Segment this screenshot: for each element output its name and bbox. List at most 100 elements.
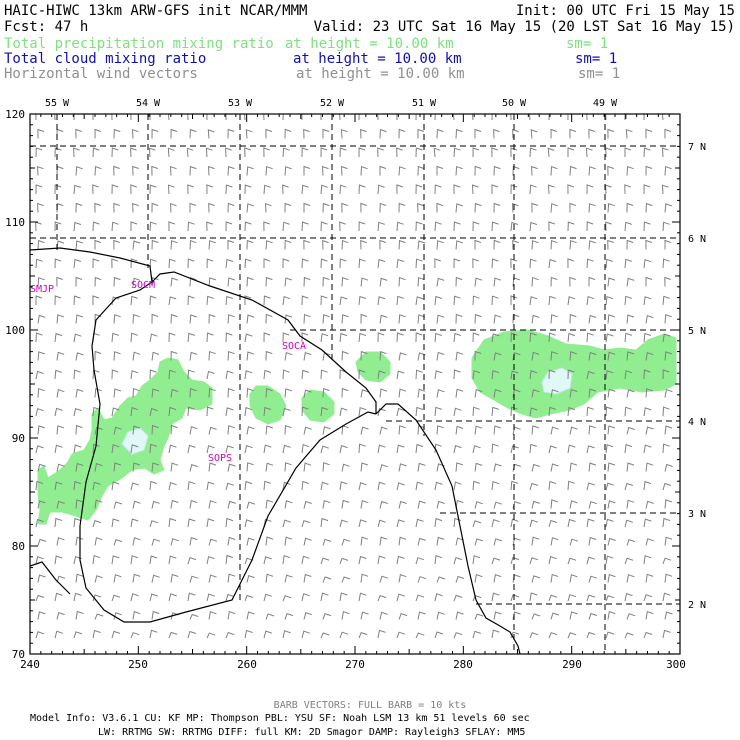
- wind-barb: [434, 221, 442, 232]
- wind-barb: [455, 128, 463, 139]
- wind-barb: [186, 147, 194, 158]
- wind-barb: [377, 296, 386, 306]
- wind-barb: [624, 258, 632, 269]
- wind-barb: [227, 239, 235, 250]
- wind-barb: [434, 258, 441, 269]
- wind-barb: [56, 537, 65, 546]
- wind-barb: [54, 221, 62, 232]
- wind-barb: [282, 595, 292, 602]
- wind-barb: [130, 332, 138, 343]
- header-valid: Valid: 23 UTC Sat 16 May 15 (20 LST Sat …: [314, 19, 735, 35]
- wind-barb: [415, 406, 424, 417]
- wind-barb: [548, 445, 557, 454]
- wind-barb: [339, 631, 349, 639]
- wind-barb: [417, 128, 425, 139]
- wind-barb: [189, 463, 198, 472]
- wind-barb: [246, 276, 254, 287]
- wind-barb: [434, 406, 442, 417]
- wind-barb: [225, 370, 234, 380]
- wind-barb: [605, 296, 614, 306]
- wind-barb: [37, 611, 46, 620]
- wind-barb: [360, 573, 369, 583]
- wind-barb: [588, 462, 597, 472]
- wind-barb: [417, 611, 426, 620]
- wind-barb: [168, 482, 177, 491]
- wind-barb: [35, 332, 43, 343]
- wind-barb: [436, 277, 445, 287]
- wind-barb: [662, 557, 672, 565]
- wind-barb: [187, 369, 195, 380]
- wind-barb: [607, 425, 616, 435]
- wind-barb: [417, 277, 425, 287]
- wind-barb: [398, 388, 407, 398]
- wind-barb: [130, 147, 137, 158]
- wind-barb: [303, 537, 312, 546]
- lon-label: 49 W: [593, 98, 618, 109]
- wind-barb: [605, 114, 607, 121]
- wind-barb: [607, 351, 616, 361]
- wind-barb: [474, 613, 484, 620]
- field-wind-name: Horizontal wind vectors: [4, 66, 198, 82]
- wind-barb: [94, 128, 102, 139]
- wind-barb: [225, 593, 235, 602]
- wind-barb: [339, 519, 348, 528]
- wind-barb: [94, 426, 103, 435]
- wind-barb: [436, 202, 444, 213]
- wind-barb: [529, 482, 539, 491]
- wind-barb: [512, 313, 520, 324]
- wind-barb: [320, 517, 329, 528]
- wind-barb: [246, 611, 255, 620]
- wind-barb: [73, 631, 83, 639]
- wind-barb: [132, 277, 141, 287]
- wind-barb: [436, 240, 444, 250]
- wind-barb: [265, 573, 274, 583]
- wind-barb: [35, 184, 43, 195]
- wind-barb: [398, 277, 406, 287]
- wind-barb: [170, 350, 178, 361]
- wind-barb: [227, 202, 235, 213]
- wind-barb: [246, 314, 255, 324]
- wind-barb: [73, 407, 82, 417]
- wind-barb: [512, 128, 519, 139]
- wind-barb: [588, 575, 598, 583]
- wind-barb: [358, 369, 366, 380]
- wind-barb: [471, 114, 474, 121]
- wind-barb: [341, 576, 351, 583]
- wind-barb: [645, 165, 653, 176]
- wind-barb: [548, 258, 557, 269]
- wind-barb: [548, 221, 556, 232]
- wind-barb: [246, 388, 254, 398]
- wind-barb: [569, 500, 578, 509]
- wind-barb: [358, 147, 366, 158]
- wind-barb: [189, 536, 198, 546]
- wind-barb: [396, 147, 403, 158]
- wind-barb: [322, 500, 331, 509]
- wind-barb: [149, 480, 158, 491]
- wind-barb: [263, 221, 270, 232]
- wind-barb: [113, 501, 123, 509]
- wind-barb: [624, 443, 633, 454]
- wind-barb: [227, 165, 235, 176]
- wind-barb: [303, 239, 310, 250]
- x-axis-labels: 240 250 260 270 280 290 300: [20, 658, 686, 671]
- wind-barb: [662, 482, 672, 491]
- wind-barb: [491, 557, 501, 565]
- wind-barb: [472, 520, 482, 528]
- wind-barb: [379, 128, 387, 139]
- wind-barb: [35, 370, 44, 380]
- coastlines: [30, 247, 521, 654]
- wind-barb: [452, 114, 455, 121]
- wind-barb: [113, 128, 121, 139]
- wind-barb: [303, 128, 310, 139]
- wind-barb: [54, 295, 62, 306]
- wind-barb: [73, 333, 82, 343]
- wind-barb: [379, 611, 388, 620]
- wind-barb: [341, 425, 349, 435]
- wind-barb: [263, 369, 272, 380]
- wind-barb: [453, 407, 462, 417]
- wind-barb: [37, 538, 47, 546]
- wind-barb: [206, 221, 213, 232]
- wind-barb: [187, 114, 189, 121]
- field-cloud-name: Total cloud mixing ratio: [4, 51, 206, 67]
